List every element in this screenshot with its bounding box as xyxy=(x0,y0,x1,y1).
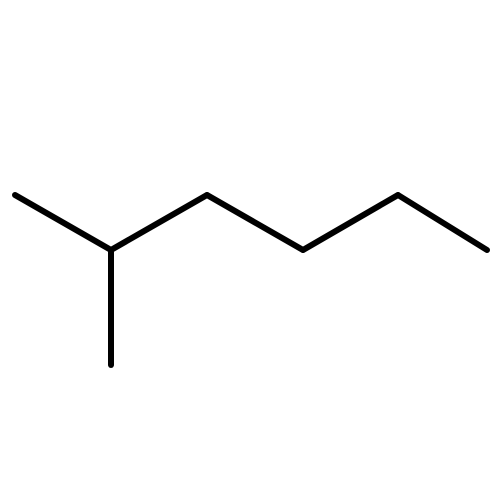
bond-line xyxy=(111,195,207,250)
bonds-group xyxy=(15,195,487,365)
bond-line xyxy=(303,195,398,250)
bond-line xyxy=(207,195,303,250)
bond-line xyxy=(15,195,111,250)
molecule-diagram xyxy=(0,0,500,500)
bond-line xyxy=(398,195,487,250)
